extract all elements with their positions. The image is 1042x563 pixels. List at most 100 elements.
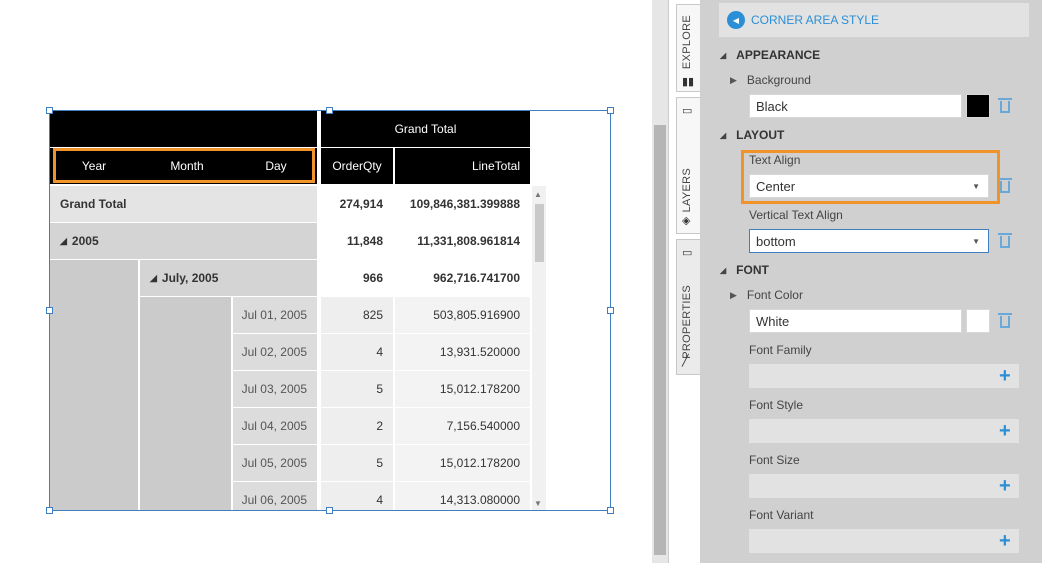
resize-handle-top-right[interactable] xyxy=(607,107,614,114)
row-header-grand-total[interactable]: Grand Total xyxy=(50,186,317,222)
day-linetotal: 15,012.178200 xyxy=(395,371,530,407)
trash-icon[interactable] xyxy=(998,177,1012,193)
row-header-day[interactable]: Jul 01, 2005 xyxy=(233,297,317,333)
tab-properties[interactable]: ▭ PROPERTIES ╱ xyxy=(676,239,700,375)
font-size-field[interactable] xyxy=(749,474,1019,498)
font-style-field[interactable] xyxy=(749,419,1019,443)
add-font-family-icon[interactable]: + xyxy=(999,365,1011,387)
font-family-field[interactable] xyxy=(749,364,1019,388)
collapse-icon[interactable]: ◢ xyxy=(60,235,67,246)
vertical-align-label: Vertical Text Align xyxy=(749,208,843,222)
day-orderqty: 4 xyxy=(321,482,393,510)
section-font[interactable]: ◢ FONT xyxy=(720,263,769,277)
corner-label-year: Year xyxy=(81,159,107,173)
font-color-row[interactable]: ▶ Font Color xyxy=(730,288,803,302)
table-scroll-thumb[interactable] xyxy=(535,204,544,262)
font-color-swatch[interactable] xyxy=(966,309,990,333)
vertical-align-select[interactable]: bottom ▼ xyxy=(749,229,989,253)
column-header-grand-total[interactable]: Grand Total xyxy=(321,111,530,147)
corner-label-day: Day xyxy=(265,159,287,173)
resize-handle-bottom[interactable] xyxy=(326,507,333,514)
side-tab-strip: EXPLORE ▮▮ ▭ LAYERS ◈ ▭ PROPERTIES ╱ xyxy=(668,0,700,563)
font-style-label: Font Style xyxy=(749,398,804,412)
row-header-month-july-2005[interactable]: ◢ July, 2005 xyxy=(140,260,317,296)
font-size-label: Font Size xyxy=(749,453,800,467)
font-variant-field[interactable] xyxy=(749,529,1019,553)
panel-title: CORNER AREA STYLE xyxy=(751,13,880,27)
collapse-icon: ◢ xyxy=(720,130,727,140)
vertical-align-value: bottom xyxy=(756,233,796,249)
background-row[interactable]: ▶ Background xyxy=(730,73,811,87)
day-linetotal: 7,156.540000 xyxy=(395,408,530,444)
resize-handle-bottom-right[interactable] xyxy=(607,507,614,514)
background-color-swatch[interactable] xyxy=(966,94,990,118)
add-font-style-icon[interactable]: + xyxy=(999,420,1011,442)
add-font-size-icon[interactable]: + xyxy=(999,475,1011,497)
tab-layers-label: LAYERS xyxy=(681,168,693,213)
font-variant-label: Font Variant xyxy=(749,508,814,522)
month-label: July, 2005 xyxy=(161,271,219,285)
measure-header-orderqty[interactable]: OrderQty xyxy=(321,148,393,184)
year-column-fill xyxy=(50,260,138,510)
trash-icon[interactable] xyxy=(998,312,1012,328)
corner-area[interactable]: Year Month Day xyxy=(50,148,317,184)
pivot-table[interactable]: Grand Total Year Month Day OrderQty Line… xyxy=(50,111,610,510)
row-header-day[interactable]: Jul 05, 2005 xyxy=(233,445,317,481)
day-linetotal: 15,012.178200 xyxy=(395,445,530,481)
year-orderqty: 11,848 xyxy=(321,223,393,259)
corner-area-top xyxy=(50,111,317,147)
tab-layers[interactable]: ▭ LAYERS ◈ xyxy=(676,97,700,234)
row-header-year-2005[interactable]: ◢ 2005 xyxy=(50,223,317,259)
row-header-day[interactable]: Jul 06, 2005 xyxy=(233,482,317,510)
measure-header-linetotal[interactable]: LineTotal xyxy=(395,148,530,184)
month-column-fill xyxy=(140,297,231,510)
resize-handle-right[interactable] xyxy=(607,307,614,314)
font-color-label: Font Color xyxy=(746,288,803,302)
row-header-day[interactable]: Jul 02, 2005 xyxy=(233,334,317,370)
tab-explore-label: EXPLORE xyxy=(681,15,693,70)
collapse-icon[interactable]: ◢ xyxy=(150,272,157,283)
day-linetotal: 14,313.080000 xyxy=(395,482,530,510)
row-header-day[interactable]: Jul 03, 2005 xyxy=(233,371,317,407)
font-family-label: Font Family xyxy=(749,343,812,357)
layers-panel-icon: ▭ xyxy=(682,105,693,117)
grand-total-orderqty: 274,914 xyxy=(321,186,393,222)
text-align-select[interactable]: Center ▼ xyxy=(749,174,989,198)
section-appearance[interactable]: ◢ APPEARANCE xyxy=(720,48,820,62)
day-orderqty: 2 xyxy=(321,408,393,444)
section-title: FONT xyxy=(736,263,769,277)
resize-handle-top[interactable] xyxy=(326,107,333,114)
scroll-up-arrow-icon[interactable]: ▲ xyxy=(534,190,542,199)
month-linetotal: 962,716.741700 xyxy=(395,260,530,296)
row-header-day[interactable]: Jul 04, 2005 xyxy=(233,408,317,444)
canvas-vertical-scrollbar[interactable] xyxy=(652,0,668,563)
resize-handle-bottom-left[interactable] xyxy=(46,507,53,514)
section-layout[interactable]: ◢ LAYOUT xyxy=(720,128,784,142)
day-linetotal: 503,805.916900 xyxy=(395,297,530,333)
chevron-down-icon: ▼ xyxy=(972,181,980,191)
month-orderqty: 966 xyxy=(321,260,393,296)
corner-label-month: Month xyxy=(170,159,204,173)
background-label: Background xyxy=(746,73,811,87)
text-align-value: Center xyxy=(756,178,796,194)
tab-explore[interactable]: EXPLORE ▮▮ xyxy=(676,4,700,92)
table-vertical-scrollbar[interactable]: ▲ ▼ xyxy=(532,186,546,510)
year-label: 2005 xyxy=(71,234,99,248)
panel-header[interactable]: ◀ CORNER AREA STYLE xyxy=(719,3,1029,37)
resize-handle-top-left[interactable] xyxy=(46,107,53,114)
resize-handle-left[interactable] xyxy=(46,307,53,314)
grand-total-linetotal: 109,846,381.399888 xyxy=(395,186,530,222)
scroll-down-arrow-icon[interactable]: ▼ xyxy=(534,499,542,508)
background-input[interactable]: Black xyxy=(749,94,962,118)
year-linetotal: 11,331,808.961814 xyxy=(395,223,530,259)
trash-icon[interactable] xyxy=(998,232,1012,248)
day-orderqty: 5 xyxy=(321,371,393,407)
expand-icon[interactable]: ▶ xyxy=(730,289,737,300)
expand-icon[interactable]: ▶ xyxy=(730,74,737,85)
back-arrow-icon[interactable]: ◀ xyxy=(727,11,745,29)
trash-icon[interactable] xyxy=(998,97,1012,113)
properties-panel-icon: ▭ xyxy=(682,247,693,259)
canvas-scroll-thumb[interactable] xyxy=(654,125,666,555)
add-font-variant-icon[interactable]: + xyxy=(999,530,1011,552)
font-color-input[interactable]: White xyxy=(749,309,962,333)
